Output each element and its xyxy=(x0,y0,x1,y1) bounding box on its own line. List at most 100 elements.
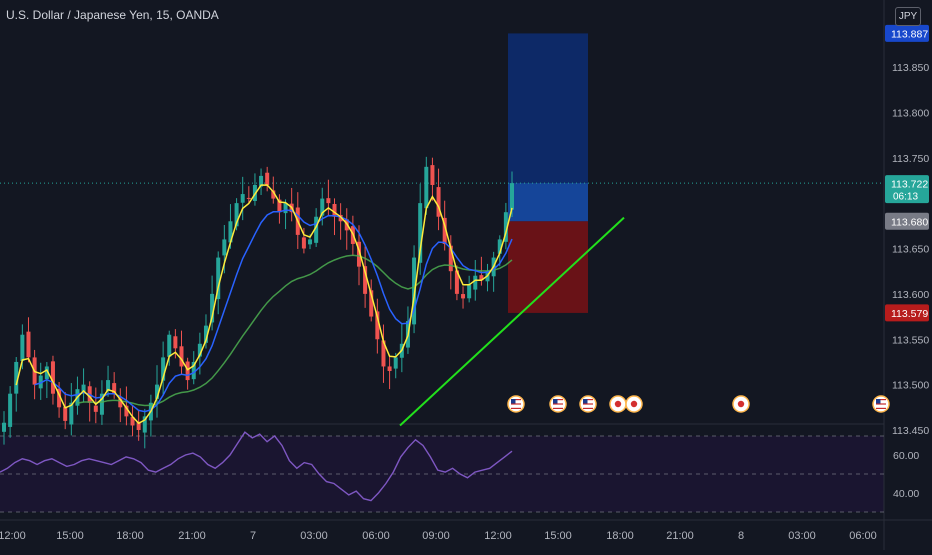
candle-up[interactable] xyxy=(308,239,313,245)
price-label-entry[interactable] xyxy=(885,212,929,230)
candle-up[interactable] xyxy=(8,393,13,427)
candle-down[interactable] xyxy=(130,417,135,426)
candle-up[interactable] xyxy=(81,384,86,393)
candle-down[interactable] xyxy=(112,383,117,394)
candle-down[interactable] xyxy=(50,361,55,394)
candle-down[interactable] xyxy=(57,388,62,408)
candle-up[interactable] xyxy=(106,380,111,391)
profit-fill xyxy=(508,183,588,222)
candle-down[interactable] xyxy=(332,203,337,217)
candle-down[interactable] xyxy=(436,187,441,217)
symbol-title[interactable]: U.S. Dollar / Japanese Yen, 15, OANDA xyxy=(6,8,219,22)
candle-up[interactable] xyxy=(283,203,288,214)
candle-up[interactable] xyxy=(99,393,104,415)
candle-up[interactable] xyxy=(38,375,43,389)
candle-up[interactable] xyxy=(418,203,423,263)
candle-down[interactable] xyxy=(381,340,386,367)
candle-down[interactable] xyxy=(338,214,343,222)
candle-down[interactable] xyxy=(265,172,270,185)
candle-up[interactable] xyxy=(44,366,49,380)
candle-up[interactable] xyxy=(314,216,319,243)
candle-down[interactable] xyxy=(271,190,276,199)
candle-down[interactable] xyxy=(479,275,484,281)
candle-down[interactable] xyxy=(387,366,392,372)
candle-down[interactable] xyxy=(301,237,306,249)
candle-up[interactable] xyxy=(320,198,325,216)
price-tick-1: 113.800 xyxy=(892,107,929,119)
candle-up[interactable] xyxy=(503,212,508,242)
candle-up[interactable] xyxy=(161,357,166,381)
candle-up[interactable] xyxy=(510,183,514,210)
candle-down[interactable] xyxy=(26,331,31,358)
price-label-text-entry: 113.680 xyxy=(891,216,928,228)
candle-down[interactable] xyxy=(246,197,251,199)
flag-stripe xyxy=(511,399,521,401)
candle-up[interactable] xyxy=(167,334,172,357)
flag-stripe xyxy=(553,399,563,401)
candle-down[interactable] xyxy=(363,266,368,294)
candle-up[interactable] xyxy=(14,361,19,394)
candle-down[interactable] xyxy=(461,294,466,299)
rsi-line[interactable] xyxy=(0,431,513,502)
jp-flag-icon[interactable] xyxy=(625,395,643,413)
candle-down[interactable] xyxy=(430,165,435,185)
price-label-target[interactable] xyxy=(885,24,929,42)
candle-up[interactable] xyxy=(142,416,147,433)
candle-down[interactable] xyxy=(448,245,453,272)
flag-stripe xyxy=(511,405,521,407)
candle-up[interactable] xyxy=(412,257,417,325)
candle-down[interactable] xyxy=(63,406,68,421)
candle-down[interactable] xyxy=(136,421,141,430)
candle-up[interactable] xyxy=(203,325,208,343)
us-flag-icon[interactable] xyxy=(579,395,597,413)
ema-mid-line[interactable] xyxy=(34,209,513,413)
flag-disc xyxy=(614,400,622,408)
us-flag-icon[interactable] xyxy=(872,395,890,413)
candle-up[interactable] xyxy=(155,384,160,399)
candle-down[interactable] xyxy=(179,346,184,367)
candle-up[interactable] xyxy=(424,166,429,209)
candle-up[interactable] xyxy=(234,203,239,227)
candle-up[interactable] xyxy=(393,357,398,369)
price-label-last[interactable] xyxy=(885,175,929,204)
candle-up[interactable] xyxy=(240,194,245,203)
candle-up[interactable] xyxy=(228,221,233,243)
candle-up[interactable] xyxy=(20,334,25,361)
jp-flag-icon[interactable] xyxy=(609,395,627,413)
candle-up[interactable] xyxy=(191,361,196,380)
candle-up[interactable] xyxy=(467,284,472,299)
candle-down[interactable] xyxy=(326,198,331,204)
candle-up[interactable] xyxy=(497,239,502,254)
candle-down[interactable] xyxy=(185,361,190,381)
us-flag-icon[interactable] xyxy=(507,395,525,413)
candle-down[interactable] xyxy=(124,405,129,417)
currency-badge[interactable]: JPY xyxy=(895,7,921,26)
candle-up[interactable] xyxy=(216,257,221,300)
candle-down[interactable] xyxy=(369,290,374,317)
candle-up[interactable] xyxy=(210,293,215,323)
candle-up[interactable] xyxy=(259,175,264,187)
jp-flag-icon[interactable] xyxy=(732,395,750,413)
candle-up[interactable] xyxy=(69,402,74,425)
candle-down[interactable] xyxy=(173,336,178,349)
trendline[interactable] xyxy=(399,216,625,427)
candle-down[interactable] xyxy=(442,217,447,244)
us-flag-icon[interactable] xyxy=(549,395,567,413)
candle-down[interactable] xyxy=(93,405,98,412)
candle-up[interactable] xyxy=(197,343,202,357)
price-label-stop[interactable] xyxy=(885,304,929,322)
candle-down[interactable] xyxy=(356,241,361,267)
candle-down[interactable] xyxy=(454,270,459,294)
candle-down[interactable] xyxy=(277,199,282,213)
candle-down[interactable] xyxy=(118,398,123,408)
ema-slow-line[interactable] xyxy=(77,254,513,407)
ema-fast-line[interactable] xyxy=(15,184,513,425)
candle-up[interactable] xyxy=(473,275,478,290)
candle-up[interactable] xyxy=(222,239,227,256)
candle-down[interactable] xyxy=(375,311,380,340)
price-label-text-last: 113.722 xyxy=(891,179,928,191)
stop-zone[interactable] xyxy=(508,221,588,313)
candle-up[interactable] xyxy=(2,422,6,432)
